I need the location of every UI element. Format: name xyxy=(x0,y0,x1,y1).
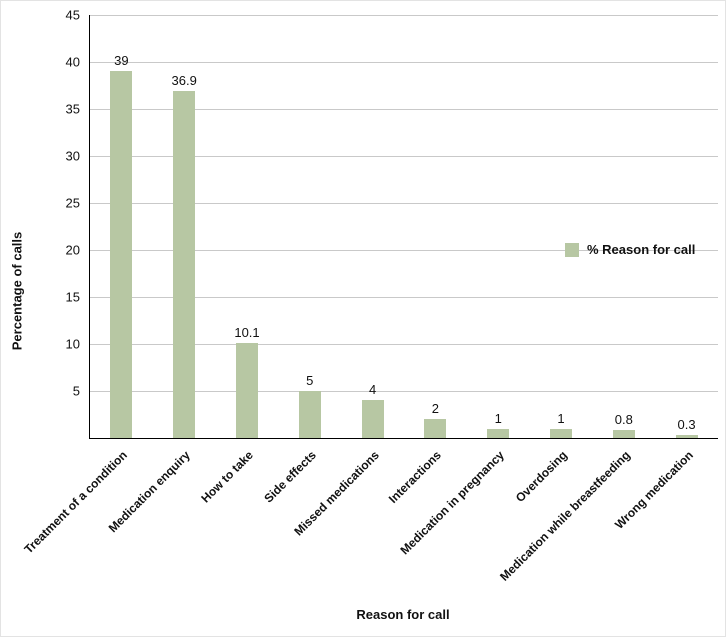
bar xyxy=(236,343,258,438)
bar-value-label: 1 xyxy=(557,410,565,426)
bar-value-label: 2 xyxy=(431,401,440,417)
y-tick-label: 45 xyxy=(65,7,80,23)
y-axis-title: Percentage of calls xyxy=(9,231,25,351)
bar xyxy=(424,419,447,438)
bar xyxy=(361,400,384,438)
gridline xyxy=(90,344,718,345)
bar-value-label: 4 xyxy=(368,382,377,398)
bar-value-label: 10.1 xyxy=(234,325,260,341)
legend: % Reason for call xyxy=(565,242,695,257)
gridline xyxy=(90,391,718,392)
gridline xyxy=(90,15,718,16)
bar xyxy=(612,430,635,438)
y-tick-label: 25 xyxy=(65,195,80,211)
x-axis-title: Reason for call xyxy=(356,607,450,622)
bar-value-label: 0.3 xyxy=(677,417,696,433)
bar xyxy=(550,428,572,438)
y-tick-label: 5 xyxy=(72,383,80,399)
gridline xyxy=(90,203,718,204)
bar xyxy=(173,91,196,438)
y-tick-label: 20 xyxy=(65,242,80,258)
gridline xyxy=(90,156,718,157)
legend-color-swatch xyxy=(565,242,579,257)
plot-area: 39 36.9 10.1 5 4 2 1 1 0.8 0.3 xyxy=(89,15,718,439)
bar xyxy=(675,435,698,438)
y-tick-label: 35 xyxy=(65,101,80,117)
bar xyxy=(298,391,321,438)
legend-label: % Reason for call xyxy=(587,242,696,257)
bar xyxy=(110,71,133,438)
bar-value-label: 5 xyxy=(306,373,314,388)
y-tick-label: 40 xyxy=(65,54,80,70)
bar-value-label: 39 xyxy=(114,53,129,69)
bar xyxy=(487,428,510,438)
bar-value-label: 1 xyxy=(494,410,502,426)
bar-value-label: 36.9 xyxy=(171,73,197,89)
bar-value-label: 0.8 xyxy=(614,412,633,428)
y-tick-label: 10 xyxy=(65,336,80,352)
y-tick-label: 30 xyxy=(65,148,80,164)
gridline xyxy=(90,109,718,110)
gridline xyxy=(90,297,718,298)
gridline xyxy=(90,62,718,63)
gridline xyxy=(90,250,718,251)
y-tick-label: 15 xyxy=(65,289,80,305)
